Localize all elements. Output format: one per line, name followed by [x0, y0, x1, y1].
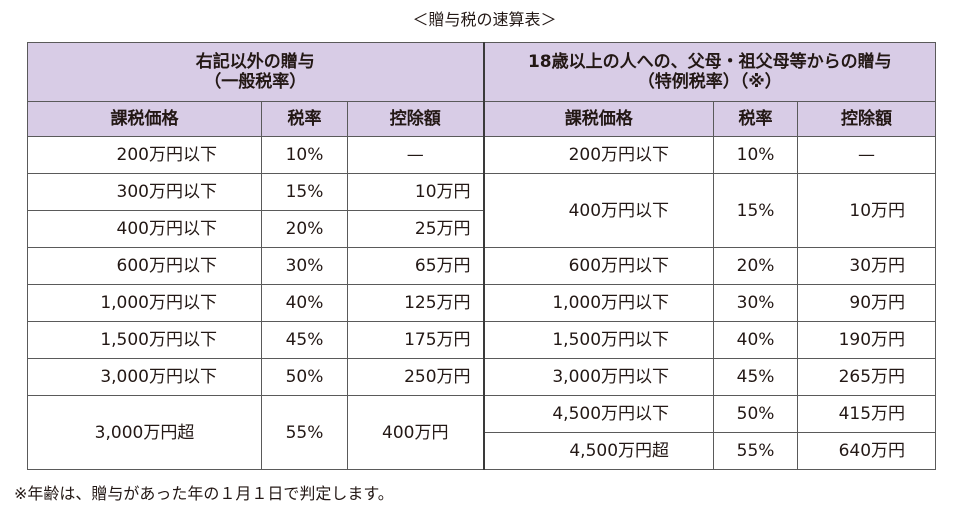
table-row: 3,000万円以下 50% 250万円 3,000万円以下 45% 265万円: [27, 358, 937, 396]
special-rate-cell: 50%: [713, 395, 799, 433]
general-price-header: 課税価格: [27, 101, 262, 137]
special-deduction-header: 控除額: [797, 101, 937, 137]
general-deduction-cell: 250万円: [346, 358, 485, 396]
special-rate-col-header: 税率: [713, 101, 799, 137]
special-rate-cell: 10%: [713, 136, 799, 174]
special-rate-header: 18歳以上の人への、父母・祖父母等からの贈与 （特例税率）（※）: [482, 42, 937, 102]
special-rate-header-line1: 18歳以上の人への、父母・祖父母等からの贈与: [527, 52, 892, 72]
table-row: 1,500万円以下 45% 175万円 1,500万円以下 40% 190万円: [27, 321, 937, 359]
table-row: 400万円以下 20% 25万円: [27, 210, 936, 248]
general-deduction-cell: 65万円: [346, 247, 485, 285]
general-price-cell: 3,000万円超: [27, 395, 262, 470]
special-rate-cell: 45%: [713, 358, 799, 396]
general-deduction-cell: —: [346, 136, 485, 174]
group-header-row: 右記以外の贈与 （一般税率） 18歳以上の人への、父母・祖父母等からの贈与 （特…: [26, 42, 937, 102]
special-rate-cell: 55%: [713, 432, 799, 470]
special-price-cell: 4,500万円超: [482, 432, 715, 470]
general-rate-cell: 20%: [261, 210, 348, 248]
general-price-cell: 400万円以下: [27, 210, 262, 248]
gift-tax-rate-table: 右記以外の贈与 （一般税率） 18歳以上の人への、父母・祖父母等からの贈与 （特…: [26, 42, 937, 470]
general-rate-cell: 40%: [261, 284, 348, 322]
special-deduction-cell: 640万円: [797, 432, 937, 470]
special-price-cell: 3,000万円以下: [482, 358, 715, 396]
general-rate-cell: 45%: [261, 321, 348, 359]
general-rate-header: 右記以外の贈与 （一般税率）: [26, 42, 485, 102]
general-rate-header-line2: （一般税率）: [204, 72, 307, 92]
special-deduction-cell: 30万円: [797, 247, 937, 285]
general-deduction-cell: 10万円: [346, 173, 485, 211]
special-price-cell: 200万円以下: [482, 136, 715, 174]
table-row: 3,000万円超 55% 400万円 4,500万円以下 50% 415万円: [27, 395, 937, 470]
special-rate-cell: 15%: [713, 173, 799, 248]
general-price-cell: 600万円以下: [27, 247, 262, 285]
special-rate-cell: 30%: [713, 284, 799, 322]
table-row: 1,000万円以下 40% 125万円 1,000万円以下 30% 90万円: [27, 284, 937, 322]
special-price-header: 課税価格: [482, 101, 715, 137]
general-deduction-cell: 175万円: [346, 321, 485, 359]
general-rate-cell: 50%: [261, 358, 348, 396]
general-rate-cell: 10%: [261, 136, 348, 174]
general-price-cell: 3,000万円以下: [27, 358, 262, 396]
special-price-cell: 1,500万円以下: [482, 321, 715, 359]
special-price-cell: 600万円以下: [482, 247, 715, 285]
special-price-cell: 4,500万円以下: [482, 395, 715, 433]
general-rate-header-line1: 右記以外の贈与: [195, 52, 315, 72]
general-price-cell: 300万円以下: [27, 173, 262, 211]
general-rate-cell: 30%: [261, 247, 348, 285]
general-rate-cell: 55%: [261, 395, 348, 470]
table-title: ＜贈与税の速算表＞: [412, 10, 557, 29]
general-price-cell: 1,500万円以下: [27, 321, 262, 359]
general-deduction-cell: 400万円: [346, 395, 485, 470]
special-deduction-cell: 90万円: [797, 284, 937, 322]
general-rate-cell: 15%: [261, 173, 348, 211]
general-rate-col-header: 税率: [261, 101, 348, 137]
column-header-row: 課税価格 税率 控除額 課税価格 税率 控除額: [27, 101, 937, 137]
special-deduction-cell: 265万円: [797, 358, 937, 396]
table-row: 300万円以下 15% 10万円 400万円以下 15% 10万円: [27, 173, 937, 248]
special-rate-cell: 20%: [713, 247, 799, 285]
general-deduction-cell: 125万円: [346, 284, 485, 322]
general-deduction-header: 控除額: [346, 101, 485, 137]
table-row: 4,500万円超 55% 640万円: [28, 432, 937, 470]
special-deduction-cell: 415万円: [797, 395, 937, 433]
general-price-cell: 1,000万円以下: [27, 284, 262, 322]
special-deduction-cell: 10万円: [797, 173, 937, 248]
special-rate-cell: 40%: [713, 321, 799, 359]
special-price-cell: 400万円以下: [482, 173, 715, 248]
general-deduction-cell: 25万円: [346, 210, 485, 248]
table-row: 600万円以下 30% 65万円 600万円以下 20% 30万円: [27, 247, 937, 285]
special-price-cell: 1,000万円以下: [482, 284, 715, 322]
special-deduction-cell: —: [797, 136, 937, 174]
general-price-cell: 200万円以下: [27, 136, 262, 174]
footnote: ※年齢は、贈与があった年の１月１日で判定します。: [14, 484, 394, 503]
special-rate-header-line2: （特例税率）（※）: [637, 72, 782, 92]
special-deduction-cell: 190万円: [797, 321, 937, 359]
table-row: 200万円以下 10% — 200万円以下 10% —: [27, 136, 937, 174]
